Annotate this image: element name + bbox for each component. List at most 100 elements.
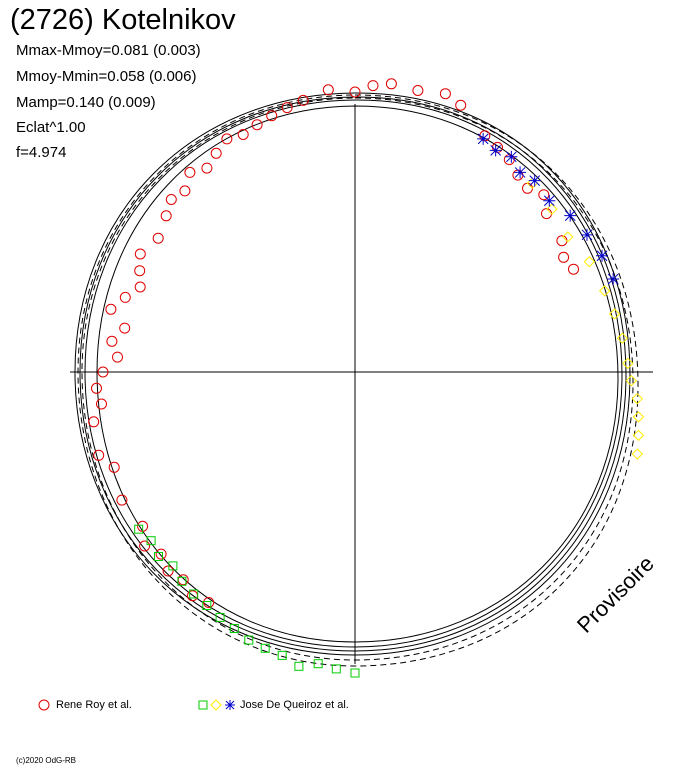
- data-point-circle: [139, 540, 151, 552]
- data-point-circle: [568, 263, 579, 275]
- data-point-diamond: [562, 231, 574, 243]
- data-point-circle: [221, 133, 233, 145]
- data-point-star: [607, 273, 620, 286]
- data-point-circle: [538, 189, 550, 201]
- data-point-circle: [237, 129, 249, 140]
- data-point-circle: [96, 398, 107, 410]
- legend-label-roy: Rene Roy et al.: [56, 699, 132, 711]
- data-point-square: [229, 624, 239, 633]
- fit-curves: [74, 92, 639, 667]
- data-point-circle: [106, 335, 118, 347]
- fit-curve-dashed-2: [81, 97, 634, 661]
- data-point-star: [477, 132, 490, 145]
- data-point-circle: [439, 88, 451, 100]
- data-point-circle: [266, 110, 278, 122]
- data-point-square: [146, 536, 156, 546]
- data-point-square: [294, 661, 304, 671]
- data-point-square: [202, 601, 212, 610]
- data-point-square: [350, 668, 360, 678]
- chart-title: (2726) Kotelnikov: [10, 4, 236, 36]
- data-point-circle: [152, 232, 164, 244]
- data-point-circle: [160, 210, 172, 222]
- data-point-circle: [503, 154, 515, 166]
- data-point-diamond: [632, 429, 645, 442]
- data-point-circle: [201, 162, 213, 174]
- data-point-circle: [88, 416, 100, 428]
- stat-mamp: Mamp=0.140 (0.009): [16, 94, 156, 111]
- data-point-circle: [322, 84, 334, 96]
- legend-label-dequeiroz: Jose De Queiroz et al.: [240, 699, 349, 711]
- data-point-circle: [108, 461, 120, 473]
- data-point-circle: [112, 351, 123, 363]
- stat-mmax-mmoy: Mmax-Mmoy=0.081 (0.003): [16, 42, 201, 59]
- data-point-star: [596, 249, 609, 262]
- data-point-diamond: [598, 285, 611, 297]
- data-point-circle: [281, 102, 293, 114]
- axes: [70, 104, 653, 664]
- data-point-diamond: [622, 357, 634, 370]
- data-point-circle: [134, 281, 146, 293]
- data-point-circle: [385, 78, 397, 90]
- data-point-circle: [91, 382, 102, 394]
- data-point-circle: [492, 141, 503, 153]
- data-point-star: [489, 144, 502, 157]
- data-point-circle: [210, 147, 222, 159]
- data-point-circle: [251, 119, 263, 131]
- data-point-square: [168, 561, 178, 571]
- data-point-circle: [349, 86, 361, 98]
- data-point-circle: [179, 185, 191, 197]
- data-point-circle: [297, 94, 309, 106]
- copyright-notice: (c)2020 OdG-RB: [16, 756, 77, 765]
- fit-curve-dashed-1: [77, 94, 639, 667]
- data-point-circle: [558, 251, 570, 263]
- data-point-star: [505, 150, 518, 163]
- data-point-diamond: [631, 392, 643, 405]
- data-point-circle: [162, 565, 174, 577]
- data-point-circle: [93, 449, 105, 461]
- stat-eclat: Eclat^1.00: [16, 119, 86, 136]
- data-point-circle: [203, 597, 215, 608]
- data-point-circle: [155, 548, 167, 560]
- data-point-square: [134, 524, 144, 534]
- data-point-diamond: [608, 308, 621, 320]
- data-points: [88, 78, 645, 678]
- data-point-circle: [165, 194, 177, 205]
- data-point-circle: [177, 574, 189, 586]
- data-point-star: [528, 174, 541, 187]
- data-point-diamond: [616, 332, 629, 344]
- stat-mmoy-mmin: Mmoy-Mmin=0.058 (0.006): [16, 68, 197, 85]
- data-point-circle: [134, 248, 146, 260]
- data-point-diamond: [631, 448, 644, 460]
- data-point-diamond: [632, 411, 645, 423]
- data-point-circle: [97, 366, 109, 378]
- data-point-circle: [412, 85, 424, 96]
- data-point-square: [244, 635, 254, 645]
- data-point-square: [260, 643, 270, 653]
- data-point-diamond: [546, 203, 558, 215]
- data-point-star: [564, 209, 577, 222]
- data-point-circle: [105, 303, 117, 315]
- data-point-square: [177, 576, 187, 586]
- data-point-diamond: [583, 256, 596, 268]
- data-point-square: [277, 650, 287, 660]
- data-point-star: [543, 194, 556, 207]
- data-point-diamond: [625, 374, 638, 387]
- data-point-circle: [184, 166, 196, 178]
- data-point-square: [331, 664, 341, 674]
- data-point-square: [154, 552, 163, 561]
- data-point-circle: [119, 291, 131, 303]
- fit-curve-3: [84, 99, 623, 648]
- data-point-star: [580, 228, 593, 241]
- data-point-circle: [455, 99, 467, 111]
- stat-frequency: f=4.974: [16, 144, 67, 161]
- data-point-star: [514, 166, 527, 179]
- data-point-circle: [556, 235, 568, 247]
- data-point-square: [313, 659, 323, 669]
- fit-curve-2: [79, 96, 627, 652]
- data-point-circle: [134, 265, 146, 277]
- data-point-circle: [116, 494, 128, 506]
- fit-curve-1: [74, 92, 631, 656]
- data-point-square: [189, 589, 199, 599]
- fit-curve-4: [96, 105, 619, 643]
